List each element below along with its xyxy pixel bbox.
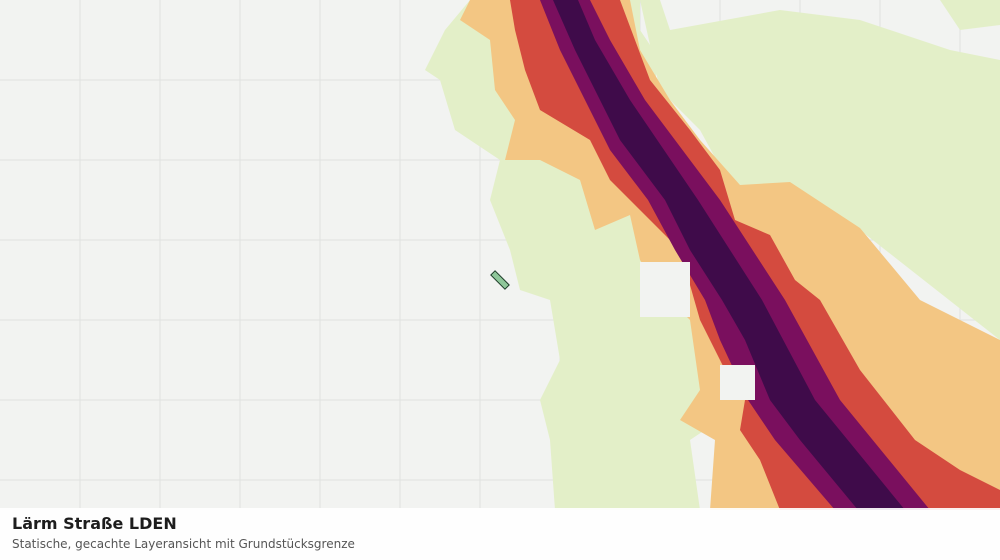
info-footer	[0, 508, 1000, 560]
parcel-boundary	[490, 270, 510, 290]
noise-zones	[425, 0, 1000, 510]
zone-extreme	[553, 0, 905, 510]
layer-subtitle: Statische, gecachte Layeransicht mit Gru…	[12, 537, 355, 551]
zone-low-right	[640, 0, 1000, 340]
gap-patch	[720, 365, 755, 400]
layer-title: Lärm Straße LDEN	[12, 514, 177, 533]
zone-low-top	[940, 0, 1000, 30]
gap-patch	[640, 262, 690, 317]
